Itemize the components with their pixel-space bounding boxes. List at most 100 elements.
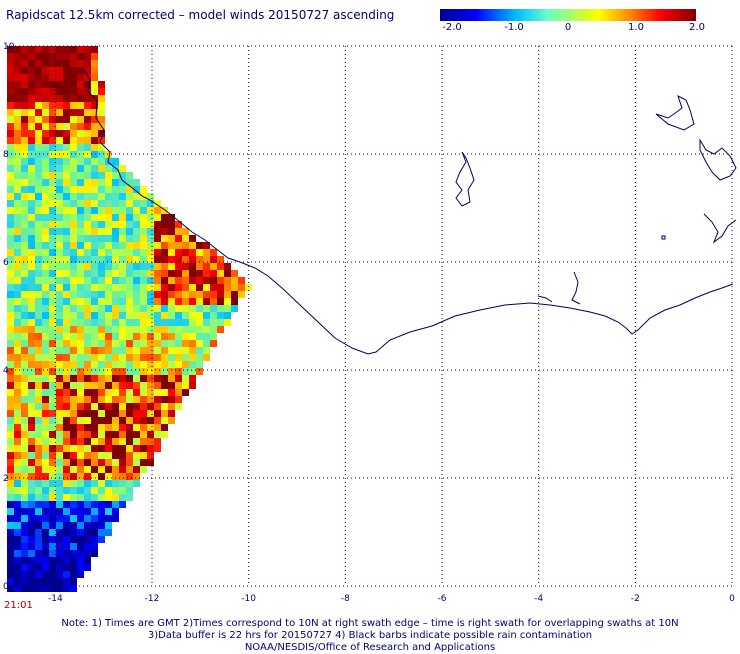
wind-cell [63,81,70,88]
wind-cell [161,312,168,319]
wind-cell [133,207,140,214]
wind-cell [56,403,63,410]
wind-cell [70,431,77,438]
wind-cell [224,284,231,291]
wind-cell [14,88,21,95]
wind-cell [28,515,35,522]
wind-cell [98,487,105,494]
wind-cell [42,116,49,123]
wind-cell [28,137,35,144]
wind-cell [35,277,42,284]
wind-cell [105,172,112,179]
wind-cell [91,480,98,487]
wind-cell [98,102,105,109]
wind-cell [161,284,168,291]
wind-cell [154,319,161,326]
wind-cell [126,263,133,270]
wind-cell [98,228,105,235]
wind-cell [28,193,35,200]
wind-cell [105,319,112,326]
tick-label: -12 [145,594,160,604]
wind-cell [7,235,14,242]
wind-cell [126,186,133,193]
wind-cell [70,151,77,158]
wind-cell [84,200,91,207]
wind-cell [210,305,217,312]
wind-cell [49,298,56,305]
wind-cell [21,508,28,515]
wind-cell [56,564,63,571]
wind-cell [126,284,133,291]
wind-cell [84,410,91,417]
wind-cell [84,333,91,340]
wind-cell [91,123,98,130]
wind-cell [126,193,133,200]
wind-cell [203,291,210,298]
wind-cell [7,571,14,578]
wind-cell [28,305,35,312]
wind-cell [21,291,28,298]
wind-cell [140,340,147,347]
wind-cell [119,319,126,326]
tick-label: 2 [3,474,9,484]
wind-cell [175,291,182,298]
wind-cell [35,74,42,81]
wind-cell [49,459,56,466]
wind-cell [49,403,56,410]
wind-cell [35,46,42,53]
wind-cell [154,340,161,347]
wind-cell [70,529,77,536]
tick-label: -10 [241,594,256,604]
wind-cell [133,466,140,473]
wind-cell [63,389,70,396]
wind-cell [14,74,21,81]
wind-cell [28,543,35,550]
wind-cell [21,74,28,81]
wind-cell [112,270,119,277]
wind-cell [77,200,84,207]
wind-cell [112,473,119,480]
wind-cell [70,88,77,95]
wind-cell [42,536,49,543]
tick-label: 10 [3,42,15,52]
wind-cell [161,382,168,389]
wind-cell [77,291,84,298]
wind-cell [56,508,63,515]
wind-cell [7,410,14,417]
wind-cell [70,557,77,564]
wind-cell [7,221,14,228]
wind-cell [84,480,91,487]
wind-cell [84,46,91,53]
wind-cell [42,284,49,291]
wind-cell [7,67,14,74]
wind-cell [231,291,238,298]
wind-cell [112,375,119,382]
wind-cell [161,375,168,382]
wind-cell [189,312,196,319]
wind-cell [63,270,70,277]
wind-cell [189,361,196,368]
wind-cell [28,389,35,396]
wind-cell [105,522,112,529]
wind-cell [161,319,168,326]
wind-cell [217,263,224,270]
wind-cell [56,95,63,102]
wind-cell [133,361,140,368]
wind-cell [63,382,70,389]
wind-cell [56,81,63,88]
wind-cell [77,67,84,74]
wind-cell [105,242,112,249]
wind-cell [175,361,182,368]
wind-cell [56,144,63,151]
wind-cell [147,326,154,333]
tick-label: 0 [3,582,9,592]
wind-cell [42,242,49,249]
wind-cell [105,396,112,403]
wind-cell [112,298,119,305]
wind-cell [84,123,91,130]
wind-cell [35,256,42,263]
wind-cell [63,165,70,172]
wind-cell [140,410,147,417]
wind-cell [42,480,49,487]
wind-cell [91,151,98,158]
